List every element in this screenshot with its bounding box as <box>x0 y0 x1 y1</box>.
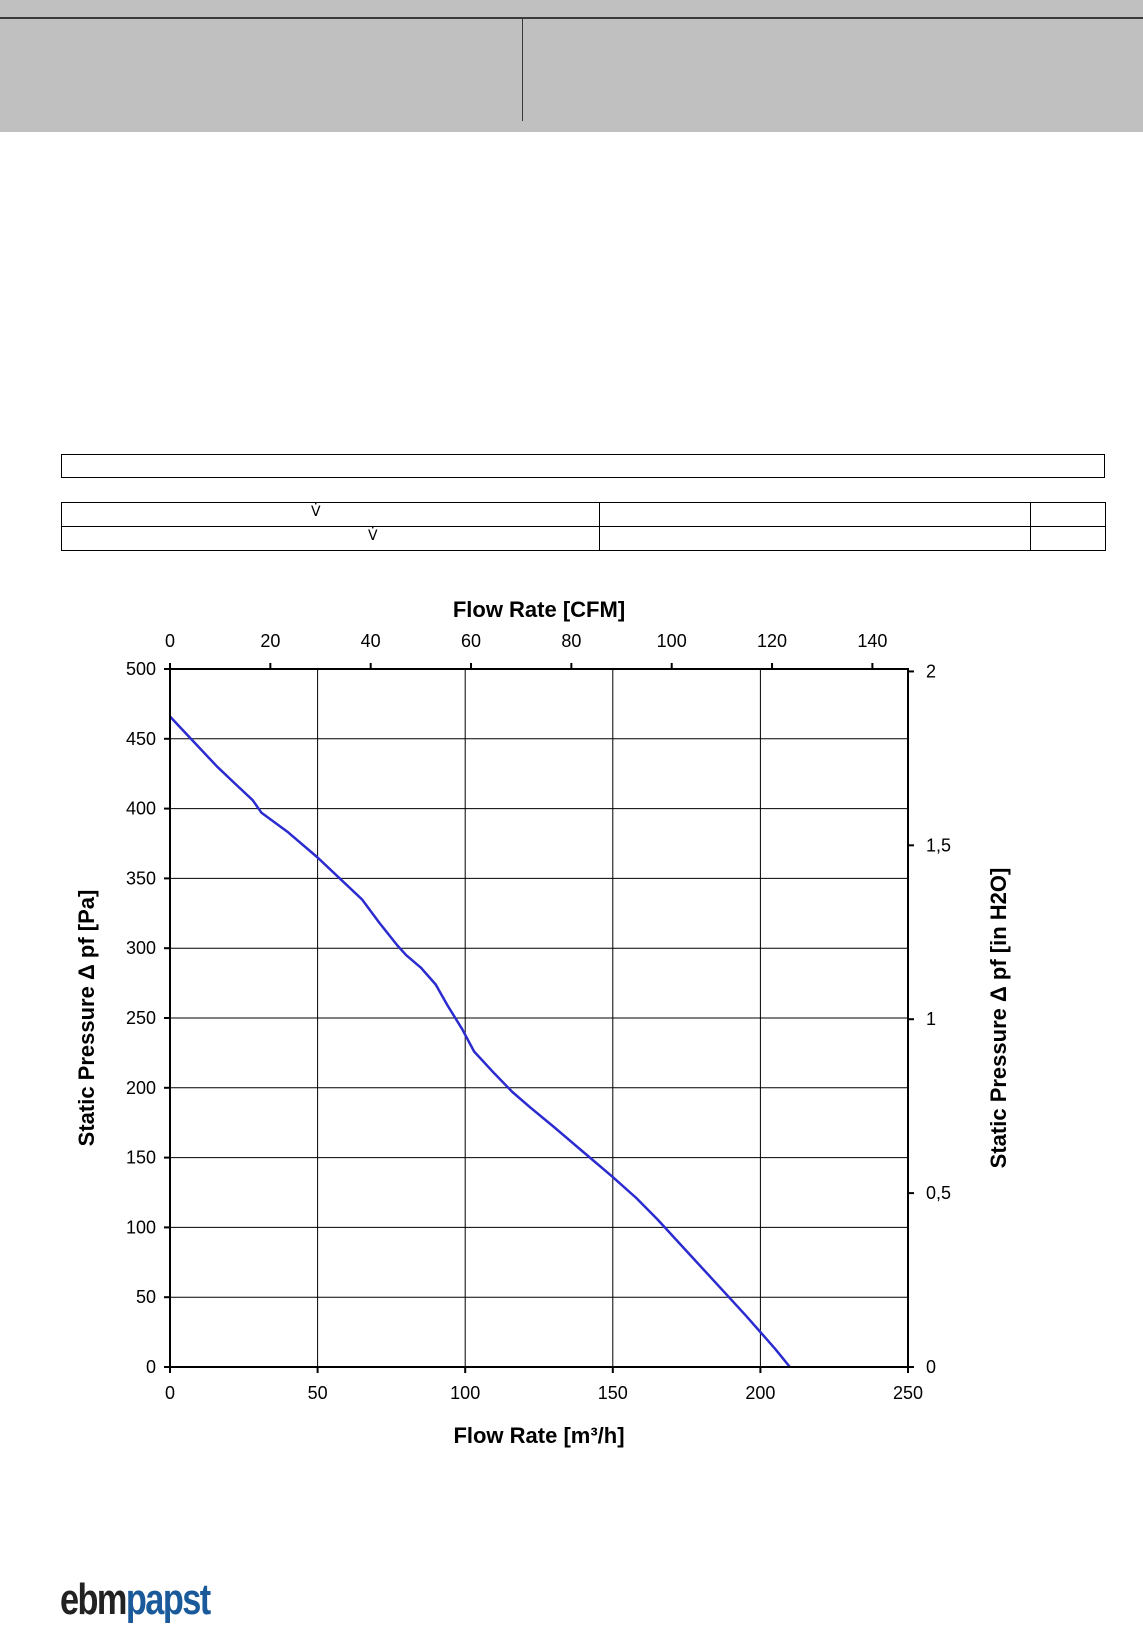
header-band <box>0 0 1143 132</box>
header-divider <box>522 18 523 121</box>
pressure-curve <box>169 715 791 1368</box>
chart-ticks: 0 50 100 150 200 2500501001502002503003504004… <box>126 631 951 1403</box>
y2-axis-title: Static Pressure Δ pf [in H2O] <box>986 868 1011 1169</box>
plot-frame <box>169 668 909 1368</box>
table-cell <box>1030 502 1106 527</box>
spec-table: V̇ V̇ <box>61 502 1106 551</box>
y2-tick-label: 2 <box>926 661 936 681</box>
y-tick-label: 300 <box>126 938 156 958</box>
x-tick-label: 0 <box>165 1383 175 1403</box>
y-tick-label: 350 <box>126 868 156 888</box>
x-axis-title: Flow Rate [m³/h] <box>453 1423 624 1448</box>
x2-tick-label: 140 <box>857 631 887 651</box>
x2-tick-label: 80 <box>561 631 581 651</box>
flow-symbol: V̇ <box>368 528 378 544</box>
chart-series <box>169 715 791 1368</box>
y-tick-label: 200 <box>126 1078 156 1098</box>
table-cell <box>599 502 1031 527</box>
ebmpapst-logo: ebmpapst <box>60 1575 211 1625</box>
y-tick-label: 100 <box>126 1217 156 1237</box>
x-tick-label: 250 <box>893 1383 923 1403</box>
y-tick-label: 400 <box>126 799 156 819</box>
x2-tick-label: 60 <box>461 631 481 651</box>
x2-tick-label: 100 <box>657 631 687 651</box>
flow-symbol: V̇ <box>311 504 321 520</box>
title-box <box>61 454 1105 478</box>
x-tick-label: 50 <box>308 1383 328 1403</box>
y-tick-label: 450 <box>126 729 156 749</box>
x2-tick-label: 40 <box>361 631 381 651</box>
pressure-flow-chart: 0 50 100 150 200 2500501001502002503003504004… <box>74 597 1011 1448</box>
logo-ebm: ebm <box>60 1575 127 1624</box>
x2-tick-label: 0 <box>165 631 175 651</box>
y2-tick-label: 1 <box>926 1009 936 1029</box>
x-tick-label: 150 <box>598 1383 628 1403</box>
table-row: V̇ <box>61 502 1106 527</box>
table-cell: V̇ <box>61 526 600 551</box>
table-row: V̇ <box>61 526 1106 551</box>
x2-tick-label: 20 <box>260 631 280 651</box>
y-tick-label: 250 <box>126 1008 156 1028</box>
y2-tick-label: 0 <box>926 1357 936 1377</box>
y2-tick-label: 0,5 <box>926 1183 951 1203</box>
x-tick-label: 200 <box>745 1383 775 1403</box>
x2-axis-title: Flow Rate [CFM] <box>453 597 625 622</box>
header-top-rule <box>0 17 1143 19</box>
y-tick-label: 150 <box>126 1148 156 1168</box>
chart-grid <box>169 668 909 1368</box>
y-tick-label: 500 <box>126 659 156 679</box>
y-tick-label: 0 <box>146 1357 156 1377</box>
y2-tick-label: 1,5 <box>926 835 951 855</box>
table-cell <box>599 526 1031 551</box>
x-tick-label: 100 <box>450 1383 480 1403</box>
table-cell <box>1030 526 1106 551</box>
table-cell: V̇ <box>61 502 600 527</box>
y-tick-label: 50 <box>136 1287 156 1307</box>
logo-papst: papst <box>125 1575 211 1624</box>
y-axis-title: Static Pressure Δ pf [Pa] <box>74 890 99 1147</box>
x2-tick-label: 120 <box>757 631 787 651</box>
